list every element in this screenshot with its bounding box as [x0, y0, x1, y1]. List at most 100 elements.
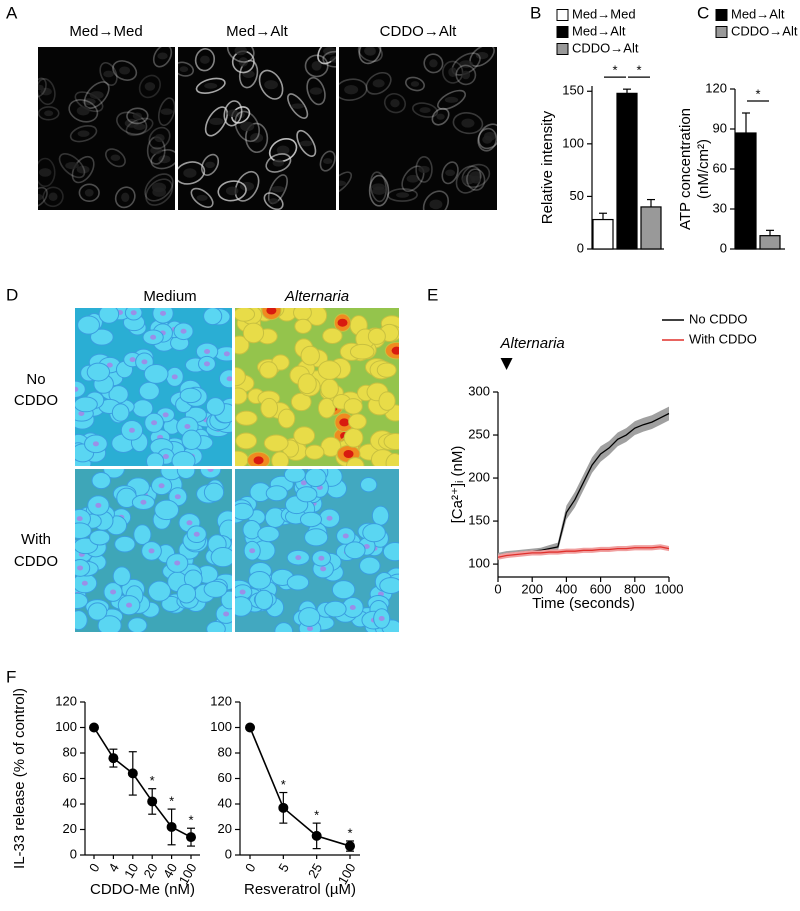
nucleus — [471, 175, 481, 184]
cell — [423, 53, 444, 74]
nucleus — [396, 192, 410, 198]
cell — [477, 123, 497, 150]
legend-label: Med→Alt — [731, 6, 785, 21]
cell — [223, 100, 243, 127]
nucleus — [429, 199, 443, 210]
cell — [38, 78, 56, 106]
nucleus — [200, 55, 210, 64]
data-point — [245, 722, 255, 733]
cell-core — [110, 589, 117, 595]
cell — [91, 471, 111, 490]
y-tick-label: 150 — [468, 513, 490, 528]
cell — [127, 617, 148, 632]
nucleus — [250, 133, 264, 143]
x-tick-label: 1000 — [655, 581, 684, 596]
significance-mark: * — [188, 813, 193, 828]
nucleus — [44, 110, 54, 117]
cell — [235, 367, 246, 387]
nucleus — [179, 66, 189, 73]
cell — [205, 397, 225, 416]
significance-mark: * — [755, 86, 760, 101]
significance-mark: * — [612, 63, 617, 78]
cell — [58, 153, 86, 179]
cell — [220, 590, 232, 610]
cell — [322, 50, 336, 68]
cell-core — [81, 580, 88, 586]
nucleus — [82, 98, 96, 106]
cell — [242, 322, 265, 344]
cell-core — [307, 626, 314, 632]
x-tick-label: 5 — [275, 861, 292, 875]
nucleus — [372, 79, 385, 88]
data-point — [345, 841, 355, 852]
nucleus — [103, 70, 114, 78]
nucleus — [339, 180, 347, 187]
y-tick-label: 20 — [218, 821, 232, 836]
cell — [286, 574, 310, 591]
panel-label: C — [697, 3, 709, 22]
event-marker — [500, 358, 513, 370]
panel-label: B — [530, 3, 541, 22]
cell — [194, 48, 216, 72]
x-tick-label: 40 — [160, 861, 180, 881]
bar — [640, 206, 662, 250]
cell — [75, 610, 88, 631]
cell-core — [363, 543, 370, 549]
cell — [98, 308, 120, 324]
cell — [331, 580, 356, 600]
cell — [138, 381, 160, 401]
cell — [231, 106, 251, 124]
cell — [97, 615, 122, 632]
error-band — [498, 544, 669, 560]
data-point — [311, 830, 322, 841]
nucleus — [77, 130, 90, 137]
cell-core — [140, 499, 147, 505]
nucleus — [238, 57, 249, 67]
cell — [415, 156, 433, 183]
cell-core — [337, 318, 348, 327]
cell — [357, 47, 383, 63]
cell — [320, 378, 339, 399]
cell-core — [391, 346, 399, 355]
cell — [143, 363, 169, 384]
nucleus — [38, 84, 44, 91]
cell — [343, 428, 364, 448]
y-tick-label: 60 — [63, 770, 77, 785]
cell — [383, 433, 399, 451]
cell-core — [349, 604, 356, 610]
cell-core — [249, 548, 256, 554]
cell — [154, 499, 180, 521]
nucleus — [196, 194, 208, 201]
cell-core — [151, 420, 158, 426]
nucleus — [205, 161, 216, 169]
nucleus — [38, 193, 43, 201]
cell — [346, 457, 365, 466]
nucleus — [445, 169, 456, 177]
nucleus — [461, 70, 471, 80]
nucleus — [121, 192, 130, 203]
cell — [75, 396, 98, 413]
row-label: CDDO — [14, 553, 58, 570]
significance-mark: * — [636, 63, 641, 78]
cell — [298, 607, 321, 627]
cell — [293, 426, 316, 445]
cell — [405, 76, 425, 92]
cell — [304, 528, 329, 547]
cell — [344, 541, 366, 560]
nucleus — [448, 67, 458, 78]
micrograph — [75, 469, 232, 632]
y-tick-label: 0 — [720, 240, 727, 255]
x-tick-label: 25 — [305, 861, 325, 881]
cell — [218, 369, 232, 389]
y-tick-label: 40 — [63, 795, 77, 810]
cell — [317, 47, 336, 65]
cell-core — [148, 548, 155, 554]
cell — [271, 451, 290, 466]
cell-core — [253, 456, 264, 465]
cell-core — [239, 589, 246, 595]
y-tick-label: 120 — [210, 693, 232, 708]
bar — [616, 92, 638, 250]
cell — [254, 589, 274, 610]
nucleus — [150, 146, 163, 155]
